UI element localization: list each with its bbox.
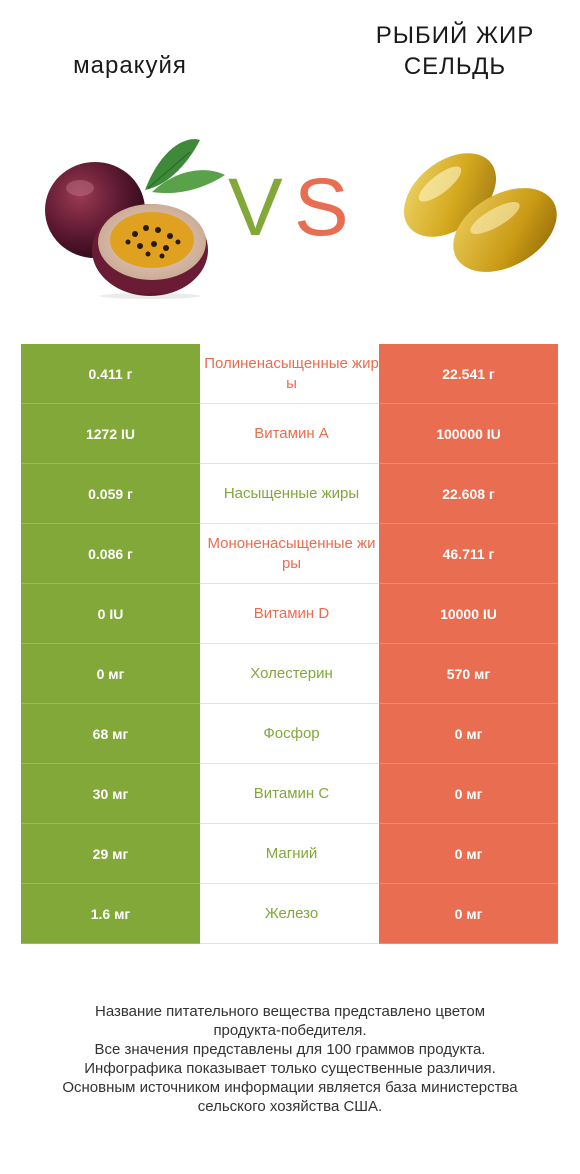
right-value: 100000 IU (379, 404, 558, 464)
right-value: 0 мг (379, 704, 558, 764)
left-value: 0.086 г (21, 524, 200, 584)
nutrient-name: Холестерин (200, 644, 379, 704)
right-value: 10000 IU (379, 584, 558, 644)
left-value: 30 мг (21, 764, 200, 824)
right-value: 0 мг (379, 764, 558, 824)
right-value: 0 мг (379, 884, 558, 944)
fish-oil-capsules-image (403, 153, 557, 272)
passion-fruit-image (45, 139, 225, 299)
footnote-line: Название питательного вещества представл… (94, 1003, 486, 1020)
right-value: 0 мг (379, 824, 558, 884)
left-value: 68 мг (21, 704, 200, 764)
nutrient-name: Магний (200, 824, 379, 884)
right-value: 570 мг (379, 644, 558, 704)
left-product-title: маракуйя (73, 52, 187, 79)
left-value: 0 IU (21, 584, 200, 644)
left-value: 1.6 мг (21, 884, 200, 944)
left-value: 0.059 г (21, 464, 200, 524)
nutrient-name: Насыщенные жиры (200, 464, 379, 524)
table-row: 0.059 г Насыщенные жиры 22.608 г (21, 464, 558, 524)
right-value: 46.711 г (379, 524, 558, 584)
left-value: 29 мг (21, 824, 200, 884)
right-value: 22.608 г (379, 464, 558, 524)
left-value: 1272 IU (21, 404, 200, 464)
footnote-line: Основным источником информации является … (62, 1079, 518, 1096)
nutrient-name: Витамин A (200, 404, 379, 464)
right-title-line2: СЕЛЬДЬ (403, 53, 507, 80)
vs-letter-v: V (228, 162, 283, 253)
right-value: 22.541 г (379, 344, 558, 404)
nutrient-name: Витамин D (200, 584, 379, 644)
right-title-line1: РЫБИЙ ЖИР (375, 22, 535, 49)
table-row: 29 мг Магний 0 мг (21, 824, 558, 884)
nutrient-name: Железо (200, 884, 379, 944)
table-row: 30 мг Витамин C 0 мг (21, 764, 558, 824)
nutrient-name: Витамин C (200, 764, 379, 824)
left-value: 0 мг (21, 644, 200, 704)
table-row: 0 мг Холестерин 570 мг (21, 644, 558, 704)
table-row: 68 мг Фосфор 0 мг (21, 704, 558, 764)
vs-label: V S (228, 160, 358, 260)
nutrient-name: Мононенасыщенные жиры (200, 524, 379, 584)
footnote-line: сельского хозяйства США. (197, 1098, 383, 1115)
footnote-line: продукта-победителя. (213, 1022, 367, 1039)
table-row: 1272 IU Витамин A 100000 IU (21, 404, 558, 464)
vs-letter-s: S (294, 162, 349, 253)
table-row: 0.411 г Полиненасыщенные жиры 22.541 г (21, 344, 558, 404)
nutrient-name: Фосфор (200, 704, 379, 764)
right-product-title: РЫБИЙ ЖИР СЕЛЬДЬ (360, 20, 550, 82)
nutrient-name: Полиненасыщенные жиры (200, 344, 379, 404)
footnote-line: Инфографика показывает только существенн… (84, 1060, 496, 1077)
comparison-table: 0.411 г Полиненасыщенные жиры 22.541 г 1… (21, 344, 558, 944)
footnote-line: Все значения представлены для 100 граммо… (94, 1041, 486, 1058)
table-row: 1.6 мг Железо 0 мг (21, 884, 558, 944)
table-row: 0 IU Витамин D 10000 IU (21, 584, 558, 644)
table-row: 0.086 г Мононенасыщенные жиры 46.711 г (21, 524, 558, 584)
left-value: 0.411 г (21, 344, 200, 404)
footnote: Название питательного вещества представл… (20, 1002, 560, 1116)
